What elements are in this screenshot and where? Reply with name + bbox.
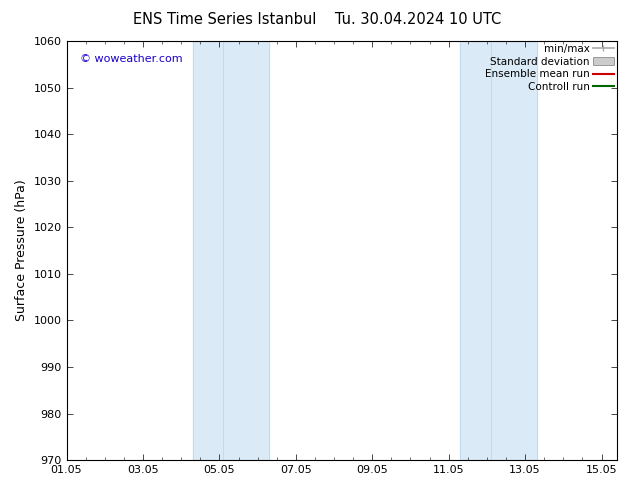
Bar xyxy=(193,41,269,460)
Legend: min/max, Standard deviation, Ensemble mean run, Controll run: min/max, Standard deviation, Ensemble me… xyxy=(485,44,614,92)
Text: ENS Time Series Istanbul    Tu. 30.04.2024 10 UTC: ENS Time Series Istanbul Tu. 30.04.2024 … xyxy=(133,12,501,27)
Text: © woweather.com: © woweather.com xyxy=(81,53,183,64)
Bar xyxy=(460,41,536,460)
Y-axis label: Surface Pressure (hPa): Surface Pressure (hPa) xyxy=(15,180,28,321)
